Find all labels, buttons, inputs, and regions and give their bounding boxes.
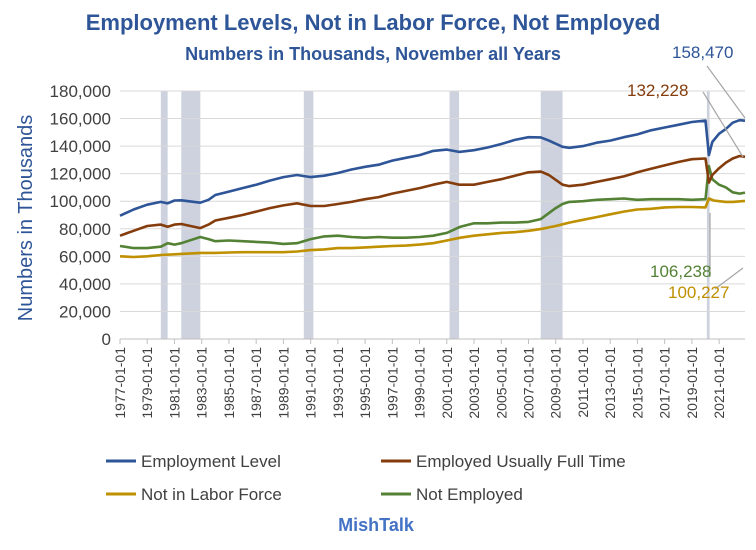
- x-tick-label: 2011-01-01: [575, 347, 591, 418]
- legend-label: Employed Usually Full Time: [416, 452, 626, 471]
- x-axis-ticks: 1977-01-01 1979-01-01 1981-01-01 1983-01-01…: [112, 339, 727, 419]
- annotation-label: 100,227: [668, 283, 729, 302]
- y-tick-label: 40,000: [59, 275, 111, 294]
- x-tick-label: 1987-01-01: [248, 347, 264, 419]
- x-tick-label: 1995-01-01: [357, 347, 373, 419]
- annotation-label: 158,470: [672, 43, 733, 62]
- x-tick-label: 1997-01-01: [384, 347, 400, 419]
- series-line-1: [119, 154, 746, 237]
- recession-band: [706, 91, 710, 339]
- recession-band: [449, 91, 460, 339]
- y-axis-ticks: 0 20,000 40,000 60,000 80,000 100,000 120,000 1…: [50, 82, 111, 349]
- y-tick-label: 100,000: [50, 192, 111, 211]
- annotation-leader: [714, 267, 744, 290]
- recession-band: [303, 91, 314, 339]
- grid-lines: [120, 90, 745, 340]
- x-tick-label: 1979-01-01: [139, 347, 155, 419]
- x-tick-label: 2003-01-01: [466, 347, 482, 419]
- x-tick-label: 2019-01-01: [684, 347, 700, 419]
- x-tick-label: 1991-01-01: [303, 347, 319, 419]
- x-tick-label: 1977-01-01: [112, 347, 128, 419]
- y-tick-label: 140,000: [50, 137, 111, 156]
- x-tick-label: 2015-01-01: [629, 347, 645, 419]
- series-line-3: [119, 164, 746, 250]
- x-tick-label: 1983-01-01: [194, 347, 210, 419]
- y-tick-label: 180,000: [50, 82, 111, 101]
- x-tick-label: 2017-01-01: [657, 347, 673, 419]
- x-tick-label: 2009-01-01: [548, 347, 564, 419]
- y-tick-label: 120,000: [50, 165, 111, 184]
- x-tick-label: 2001-01-01: [439, 347, 455, 419]
- x-tick-label: 1993-01-01: [330, 347, 346, 419]
- y-tick-label: 160,000: [50, 110, 111, 129]
- y-tick-label: 0: [102, 330, 111, 349]
- series-line-2: [119, 197, 746, 259]
- y-axis-label: Numbers in Thousands: [15, 115, 37, 321]
- series-lines: [119, 118, 746, 259]
- chart-subtitle: Numbers in Thousands, November all Years: [185, 44, 561, 64]
- recession-band: [160, 91, 168, 339]
- annotation-label: 132,228: [627, 81, 688, 100]
- legend-label: Not in Labor Force: [141, 485, 282, 504]
- legend-label: Not Employed: [416, 485, 523, 504]
- recession-band: [540, 91, 563, 339]
- annotation-leader: [706, 65, 746, 119]
- x-tick-label: 2013-01-01: [602, 347, 618, 419]
- x-tick-label: 1985-01-01: [221, 347, 237, 419]
- y-tick-label: 80,000: [59, 220, 111, 239]
- recession-bands: [160, 91, 710, 339]
- x-tick-label: 1989-01-01: [275, 347, 291, 419]
- x-tick-label: 1999-01-01: [412, 347, 428, 419]
- x-tick-label: 2007-01-01: [520, 347, 536, 419]
- y-tick-label: 60,000: [59, 247, 111, 266]
- x-tick-label: 2005-01-01: [493, 347, 509, 419]
- value-annotations: 158,470 132,228 106,238 100,227: [627, 43, 746, 302]
- recession-band: [181, 91, 201, 339]
- chart-title: Employment Levels, Not in Labor Force, N…: [86, 10, 661, 35]
- y-tick-label: 20,000: [59, 302, 111, 321]
- x-tick-label: 1981-01-01: [166, 347, 182, 419]
- legend: Employment Level Employed Usually Full Ti…: [106, 452, 626, 504]
- annotation-label: 106,238: [650, 262, 711, 281]
- annotation-leader: [702, 91, 744, 158]
- series-line-0: [119, 118, 746, 217]
- legend-label: Employment Level: [141, 452, 281, 471]
- x-tick-label: 2021-01-01: [711, 347, 727, 419]
- source-label: MishTalk: [338, 515, 415, 535]
